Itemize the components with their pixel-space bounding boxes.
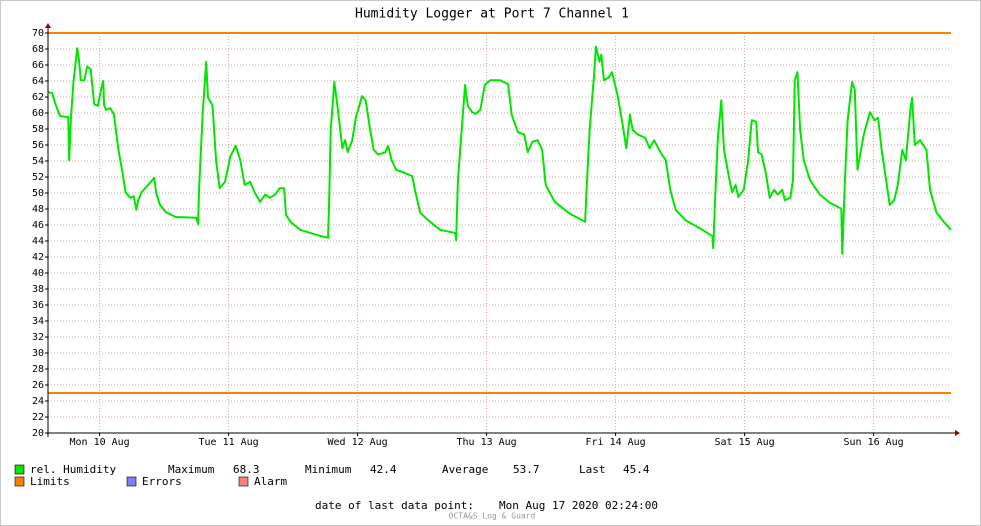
x-tick-label: Sun 16 Aug [843, 437, 903, 448]
y-tick-label: 40 [32, 268, 44, 279]
stat-value: 68.3 [233, 463, 260, 476]
x-axis-arrow [955, 430, 960, 436]
stat-label: Maximum [168, 463, 215, 476]
legend-label: Limits [30, 475, 70, 488]
y-tick-label: 46 [32, 220, 44, 231]
legend-label: rel. Humidity [30, 463, 116, 476]
y-tick-label: 20 [32, 428, 44, 439]
stat-label: Last [579, 463, 606, 476]
y-tick-label: 42 [32, 252, 44, 263]
y-tick-label: 52 [32, 172, 44, 183]
y-tick-label: 56 [32, 140, 44, 151]
y-tick-label: 50 [32, 188, 44, 199]
legend-swatch [126, 476, 137, 487]
y-tick-label: 26 [32, 380, 44, 391]
stat-value: 53.7 [513, 463, 540, 476]
y-tick-label: 62 [32, 92, 44, 103]
legend-swatch [238, 476, 249, 487]
x-tick-label: Wed 12 Aug [327, 437, 387, 448]
y-tick-label: 28 [32, 364, 44, 375]
y-tick-label: 48 [32, 204, 44, 215]
y-tick-label: 64 [32, 76, 44, 87]
stat-label: Average [442, 463, 488, 476]
y-tick-label: 34 [32, 316, 44, 327]
plot-area [48, 33, 951, 433]
marks [47, 32, 952, 394]
y-tick-label: 32 [32, 332, 44, 343]
x-tick-label: Fri 14 Aug [585, 437, 645, 448]
y-tick-label: 54 [32, 156, 44, 167]
y-tick-label: 44 [32, 236, 44, 247]
stat-label: Minimum [305, 463, 352, 476]
legend: rel. Humidity Maximum 68.3 Minimum 42.4 Avera… [14, 463, 650, 488]
y-tick-label: 70 [32, 28, 44, 39]
stat-value: 42.4 [370, 463, 397, 476]
y-tick-label: 60 [32, 108, 44, 119]
x-tick-label: Thu 13 Aug [456, 437, 516, 448]
y-tick-label: 68 [32, 44, 44, 55]
axes: 20 22 24 26 28 30 32 34 36 38 40 42 44 46 48 50 52 54 56 58… [32, 23, 960, 448]
footer-value: Mon Aug 17 2020 02:24:00 [499, 499, 658, 512]
x-tick-label: Mon 10 Aug [69, 437, 129, 448]
legend-label: Alarm [254, 475, 287, 488]
y-axis-arrow [45, 23, 51, 28]
stat-value: 45.4 [623, 463, 650, 476]
y-tick-label: 38 [32, 284, 44, 295]
footer-label: date of last data point: [315, 499, 474, 512]
legend-swatch [14, 476, 25, 487]
y-tick-label: 66 [32, 60, 44, 71]
credit: OCTA&S Log & Guard [449, 512, 536, 521]
x-tick-label: Tue 11 Aug [198, 437, 258, 448]
legend-swatch [14, 464, 25, 475]
chart-title: Humidity Logger at Port 7 Channel 1 [355, 7, 629, 22]
y-tick-label: 58 [32, 124, 44, 135]
y-tick-label: 30 [32, 348, 44, 359]
legend-label: Errors [142, 475, 182, 488]
line [47, 45, 952, 255]
x-tick-label: Sat 15 Aug [714, 437, 774, 448]
y-tick-label: 22 [32, 412, 44, 423]
y-tick-label: 24 [32, 396, 44, 407]
y-tick-label: 36 [32, 300, 44, 311]
